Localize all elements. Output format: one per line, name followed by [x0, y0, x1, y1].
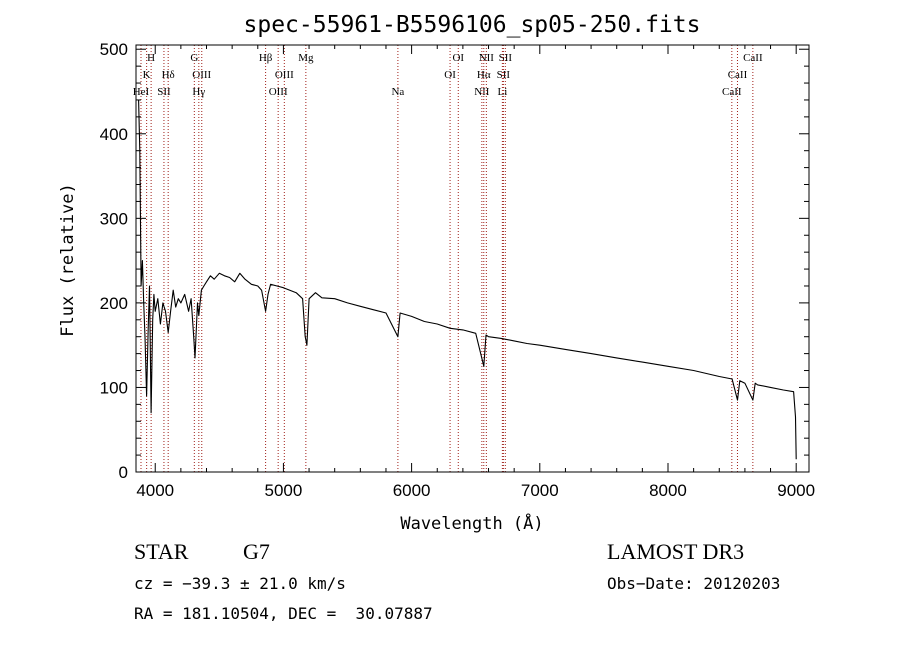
marker-label-13: OI	[444, 69, 456, 81]
marker-label-19: SII	[499, 52, 513, 64]
marker-label-10: OIII	[275, 69, 294, 81]
marker-label-2: HeI	[133, 86, 150, 98]
x-axis-label: Wavelength (Å)	[400, 512, 543, 534]
y-axis-label: Flux (relative)	[58, 183, 78, 337]
y-tick-label-2: 200	[100, 294, 128, 313]
y-tick-label-4: 400	[100, 125, 128, 144]
marker-label-6: OIII	[192, 69, 211, 81]
x-tick-label-0: 4000	[136, 481, 174, 500]
marker-label-0: H	[147, 52, 155, 64]
axis-ticks: 4000 5000 6000 7000 8000 9000 0 100 200 300 400 500	[100, 40, 815, 500]
marker-label-20: Li	[497, 86, 507, 98]
marker-label-8: Hβ	[259, 52, 273, 64]
x-tick-label-5: 9000	[777, 481, 815, 500]
marker-label-4: Hδ	[162, 69, 175, 81]
marker-label-22: CaII	[728, 69, 748, 81]
y-tick-label-0: 0	[119, 463, 128, 482]
object-subclass: G7	[243, 539, 270, 564]
x-tick-label-2: 6000	[393, 481, 431, 500]
marker-label-5: G	[190, 52, 198, 64]
series-layer	[138, 99, 797, 460]
marker-label-3: SII	[157, 86, 171, 98]
marker-label-11: Mg	[298, 52, 314, 64]
survey-name: LAMOST DR3	[607, 539, 745, 564]
marker-label-1: K	[143, 69, 151, 81]
plot-frame	[135, 44, 810, 473]
y-tick-label-3: 300	[100, 209, 128, 228]
marker-label-18: SII	[497, 69, 511, 81]
marker-label-14: OI	[452, 52, 464, 64]
y-tick-label-1: 100	[100, 378, 128, 397]
spectrum-line	[138, 99, 797, 460]
x-tick-label-4: 8000	[649, 481, 687, 500]
marker-label-17: Hα	[477, 69, 491, 81]
x-tick-label-1: 5000	[265, 481, 303, 500]
coords-text: RA = 181.10504, DEC = 30.07887	[134, 604, 433, 623]
marker-label-9: OIII	[269, 86, 288, 98]
chart-title: spec-55961-B5596106_sp05-250.fits	[244, 12, 701, 38]
x-tick-label-3: 7000	[521, 481, 559, 500]
marker-label-15: NII	[474, 86, 490, 98]
marker-label-23: CaII	[743, 52, 763, 64]
marker-label-12: Na	[391, 86, 404, 98]
redshift-text: cz = −39.3 ± 21.0 km/s	[134, 574, 346, 593]
marker-label-7: Hγ	[192, 86, 205, 98]
y-tick-label-5: 500	[100, 40, 128, 59]
marker-label-16: NII	[479, 52, 495, 64]
object-class: STAR	[134, 539, 189, 564]
marker-label-21: CaII	[722, 86, 742, 98]
obs-date-text: Obs−Date: 20120203	[607, 574, 781, 593]
